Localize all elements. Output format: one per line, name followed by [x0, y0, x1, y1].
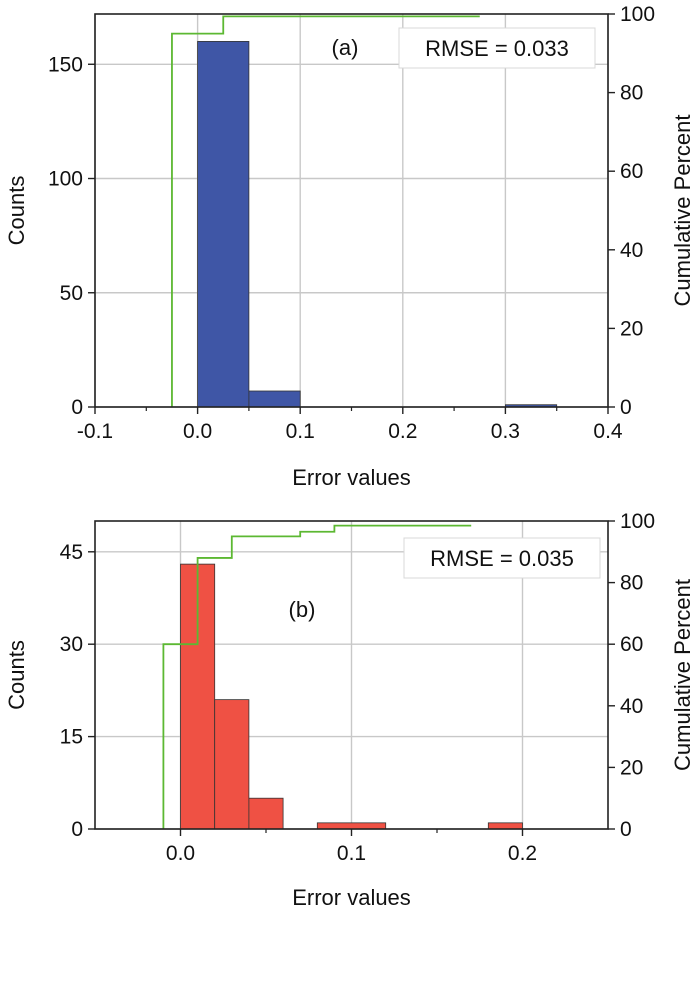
cumulative-percent-line [171, 15, 480, 407]
y2-tick-label: 20 [620, 756, 643, 779]
y2-tick-label: 60 [620, 633, 643, 656]
panel-label: (a) [332, 35, 359, 60]
y-tick-label: 100 [48, 168, 83, 191]
x-axis: 0.0 0.1 0.2 [166, 829, 537, 865]
x-tick-label: 0.4 [593, 420, 623, 443]
y-tick-label: 30 [60, 633, 83, 656]
x-axis-title: Error values [292, 885, 411, 910]
y-axis-title: Counts [4, 176, 29, 246]
y2-tick-label: 100 [620, 3, 655, 26]
y2-tick-label: 40 [620, 695, 643, 718]
x-tick-label: 0.2 [508, 842, 537, 865]
x-tick-label: -0.1 [77, 420, 113, 443]
chart-panel-b: 0.0 0.1 0.2 0 15 30 45 0 20 40 60 80 100 Error values… [4, 510, 695, 910]
cumulative-percent-line [162, 524, 472, 829]
x-axis-title: Error values [292, 465, 411, 490]
x-tick-label: 0.0 [166, 842, 195, 865]
x-axis: -0.1 0.0 0.1 0.2 0.3 0.4 [77, 407, 623, 443]
x-tick-label: 0.2 [388, 420, 417, 443]
y2-tick-label: 100 [620, 510, 655, 533]
y2-axis-title: Cumulative Percent [670, 579, 695, 771]
rmse-box [398, 27, 596, 69]
x-tick-label: 0.0 [183, 420, 212, 443]
histogram-bar [316, 822, 387, 830]
y2-tick-label: 80 [620, 572, 643, 595]
y-tick-label: 0 [71, 818, 83, 841]
y2-tick-label: 20 [620, 317, 643, 340]
y2-tick-label: 40 [620, 239, 643, 262]
y2-tick-label: 60 [620, 160, 643, 183]
histogram-bar [214, 699, 250, 830]
y2-tick-label: 80 [620, 82, 643, 105]
y-axis-title: Counts [4, 640, 29, 710]
rmse-box [403, 537, 601, 579]
histogram-bar [487, 822, 523, 830]
y-tick-label: 50 [60, 282, 83, 305]
y-tick-label: 150 [48, 53, 83, 76]
chart-panel-a: -0.1 0.0 0.1 0.2 0.3 0.4050100150020406080100… [4, 3, 695, 490]
y-tick-label: 45 [60, 541, 83, 564]
y-axis-left: 0 15 30 45 [60, 541, 95, 841]
x-tick-label: 0.3 [491, 420, 520, 443]
y2-tick-label: 0 [620, 818, 632, 841]
y2-tick-label: 0 [620, 396, 632, 419]
y-tick-label: 15 [60, 726, 83, 749]
y-axis-right: 0 20 40 60 80 100 [608, 3, 655, 419]
x-tick-label: 0.1 [286, 420, 315, 443]
x-tick-label: 0.1 [337, 842, 366, 865]
histogram-bar [248, 390, 301, 408]
rmse-annotation: RMSE = 0.033 [425, 36, 569, 61]
panel-label: (b) [289, 597, 316, 622]
y-axis-left: 0 50 100 150 [48, 53, 95, 419]
histogram-bars [197, 41, 558, 408]
histogram-bar [197, 41, 250, 408]
y2-axis-title: Cumulative Percent [670, 115, 695, 307]
rmse-annotation: RMSE = 0.035 [430, 546, 574, 571]
y-axis-right: 0 20 40 60 80 100 [608, 510, 655, 841]
histogram-bar [248, 797, 284, 830]
y-tick-label: 0 [71, 396, 83, 419]
